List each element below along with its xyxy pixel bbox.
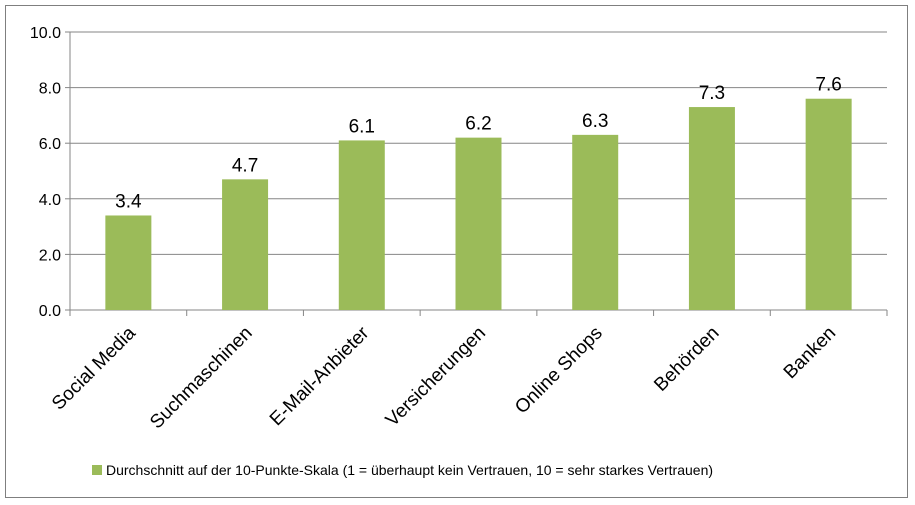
data-label: 3.4 (115, 191, 142, 212)
data-label: 7.3 (699, 83, 725, 104)
bar (455, 137, 502, 310)
y-tick-label: 10.0 (30, 25, 61, 42)
y-tick-label: 0.0 (39, 303, 61, 320)
bar (805, 98, 852, 310)
data-label: 6.3 (582, 111, 608, 132)
bar (338, 140, 385, 310)
y-tick-label: 6.0 (39, 136, 61, 153)
x-category-label: Versicherungen (382, 323, 490, 431)
x-category-label: Social Media (48, 322, 140, 414)
x-category-label: Online Shops (511, 323, 607, 419)
bar (105, 215, 152, 310)
x-category-label: E-Mail-Anbieter (266, 322, 374, 430)
x-category-label: Suchmaschinen (146, 323, 256, 433)
legend-label: Durchschnitt auf der 10-Punkte-Skala (1 … (106, 462, 713, 478)
y-tick-label: 2.0 (39, 247, 61, 264)
data-label: 6.2 (465, 114, 491, 135)
bar (222, 179, 269, 310)
legend-swatch (92, 465, 102, 475)
x-category-label: Banken (780, 323, 840, 383)
data-label: 4.7 (232, 155, 258, 176)
x-category-label: Behörden (650, 323, 723, 396)
y-tick-label: 4.0 (39, 192, 61, 209)
bar (572, 134, 619, 310)
data-label: 6.1 (349, 116, 375, 137)
bar (688, 107, 735, 310)
y-tick-label: 8.0 (39, 81, 61, 98)
data-label: 7.6 (815, 75, 841, 96)
